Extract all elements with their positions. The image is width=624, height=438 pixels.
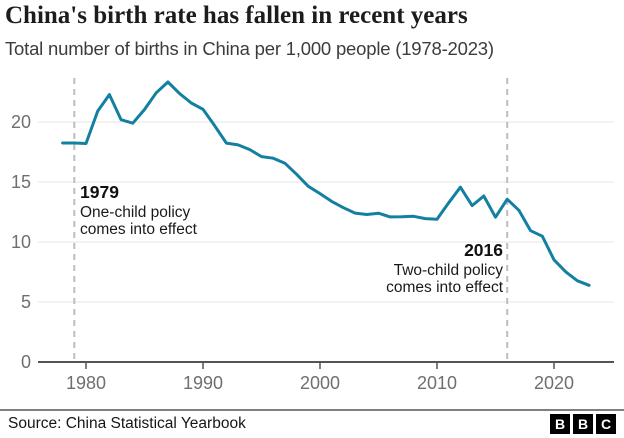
y-axis-label-20: 20: [11, 112, 31, 132]
bbc-logo: B B C: [550, 414, 616, 434]
x-axis-label-1980: 1980: [66, 373, 106, 393]
annotation-1979: 1979 One-child policy comes into effect: [80, 182, 197, 238]
annotation-1979-year: 1979: [80, 182, 119, 202]
page-subtitle: Total number of births in China per 1,00…: [5, 38, 494, 59]
footer: Source: China Statistical Yearbook B B C: [8, 414, 616, 434]
birth-rate-line-chart: 0 5 10 15 20 1980 1990 2000 2010 2020: [11, 78, 614, 393]
birth-rate-line: [61, 80, 591, 287]
x-axis-label-2000: 2000: [300, 373, 340, 393]
source-label: Source: China Statistical Yearbook: [8, 415, 246, 432]
x-axis-label-2010: 2010: [417, 373, 457, 393]
bbc-logo-block-3: C: [596, 414, 616, 434]
y-axis-label-10: 10: [11, 232, 31, 252]
x-axis-label-2020: 2020: [534, 373, 574, 393]
bbc-logo-block-2: B: [573, 414, 593, 434]
annotation-2016-text-line1: Two-child policy: [393, 262, 503, 279]
page-title: China's birth rate has fallen in recent …: [5, 2, 468, 29]
annotation-2016-text-line2: comes into effect: [386, 279, 503, 296]
y-axis-label-0: 0: [21, 352, 31, 372]
annotation-1979-text-line2: comes into effect: [80, 221, 197, 238]
bbc-logo-block-1: B: [550, 414, 570, 434]
annotation-2016-year: 2016: [464, 240, 503, 260]
y-axis-label-15: 15: [11, 172, 31, 192]
annotation-1979-text-line1: One-child policy: [80, 204, 191, 221]
x-axis-label-1990: 1990: [183, 373, 223, 393]
y-axis-label-5: 5: [21, 292, 31, 312]
footer-divider: [0, 409, 624, 411]
annotation-2016: 2016 Two-child policy comes into effect: [386, 240, 503, 296]
